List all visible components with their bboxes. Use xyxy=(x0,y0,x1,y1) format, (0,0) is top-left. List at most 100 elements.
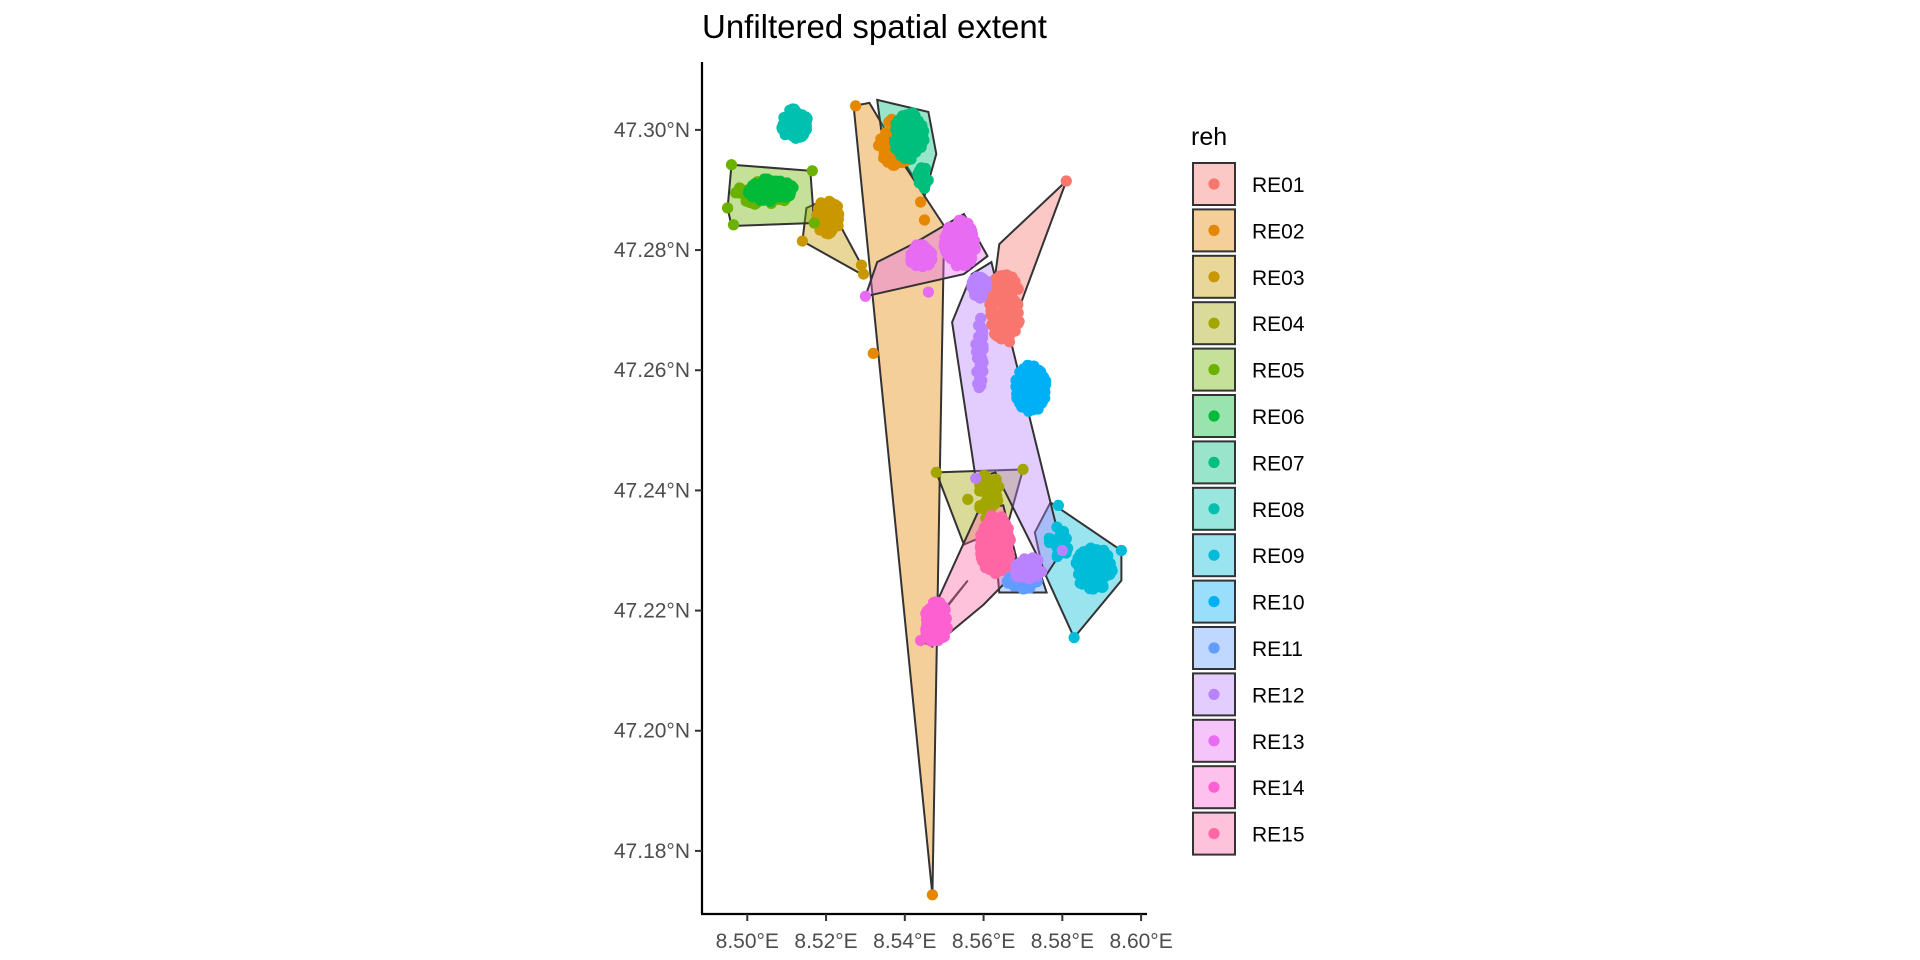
data-point xyxy=(1014,397,1026,409)
data-point xyxy=(919,162,932,175)
data-point xyxy=(1104,557,1116,570)
data-point xyxy=(923,627,935,639)
legend-label: RE15 xyxy=(1252,824,1305,847)
points-re09 xyxy=(1043,499,1127,644)
points-re10 xyxy=(1010,359,1052,417)
y-tick-label: 47.22°N xyxy=(614,600,690,623)
data-point xyxy=(1047,534,1059,546)
data-point xyxy=(914,253,926,265)
x-tick-label: 8.60°E xyxy=(1109,930,1172,953)
legend-item-re08: RE08 xyxy=(1192,486,1305,531)
data-point xyxy=(910,239,923,251)
legend-item-re02: RE02 xyxy=(1192,208,1305,253)
data-point xyxy=(760,174,772,186)
data-point xyxy=(935,603,947,615)
data-point xyxy=(978,503,990,515)
legend-title: reh xyxy=(1191,123,1227,151)
x-tick-label: 8.58°E xyxy=(1031,930,1094,953)
data-point xyxy=(922,175,934,187)
data-point xyxy=(930,466,942,478)
hull-re02 xyxy=(852,101,946,895)
data-point xyxy=(982,492,994,504)
data-point xyxy=(1060,175,1072,187)
legend-key-point xyxy=(1208,178,1220,190)
data-point xyxy=(987,552,1000,564)
legend-item-re05: RE05 xyxy=(1192,347,1305,392)
data-point xyxy=(986,510,998,522)
data-point xyxy=(965,242,977,254)
legend-label: RE07 xyxy=(1252,452,1305,475)
data-point xyxy=(964,227,976,239)
data-point xyxy=(954,222,966,234)
y-tick-label: 47.26°N xyxy=(614,359,690,382)
data-point xyxy=(994,533,1006,545)
y-tick-label: 47.18°N xyxy=(614,840,690,863)
legend-key-point xyxy=(1208,317,1220,329)
data-point xyxy=(1016,571,1028,583)
data-point xyxy=(970,472,982,484)
data-point xyxy=(915,196,927,208)
axes: 8.50°E 8.52°E 8.54°E 8.56°E 8.58°E 8.60°E 47.1… xyxy=(614,62,1173,953)
points-re03 xyxy=(796,195,870,280)
data-point xyxy=(776,122,788,134)
legend-key-point xyxy=(1208,224,1220,236)
data-point xyxy=(918,214,931,226)
chart-title: Unfiltered spatial extent xyxy=(702,8,1047,45)
data-point xyxy=(923,609,935,621)
legend-label: RE11 xyxy=(1252,638,1303,661)
legend-label: RE12 xyxy=(1252,684,1305,707)
data-point xyxy=(1035,368,1047,380)
legend-label: RE09 xyxy=(1252,545,1305,568)
data-point xyxy=(976,361,988,374)
data-point xyxy=(974,373,986,385)
data-point xyxy=(987,540,999,552)
data-point xyxy=(900,109,912,121)
legend-item-re14: RE14 xyxy=(1192,765,1305,810)
data-point xyxy=(993,481,1005,493)
legend-key-point xyxy=(1208,828,1220,840)
legend: reh RE01 RE02 RE03 RE04 RE05 RE06 RE07 RE08 RE09… xyxy=(1191,123,1305,856)
data-point xyxy=(727,219,740,231)
data-point xyxy=(855,259,868,271)
legend-item-re13: RE13 xyxy=(1192,718,1305,763)
y-tick-label: 47.24°N xyxy=(614,479,690,502)
data-point xyxy=(1007,283,1019,295)
data-point xyxy=(808,217,820,229)
legend-key-point xyxy=(1208,781,1220,793)
legend-key-point xyxy=(1208,503,1220,515)
legend-item-re07: RE07 xyxy=(1192,440,1305,485)
data-point xyxy=(975,539,987,551)
data-point xyxy=(829,199,841,211)
data-point xyxy=(1080,551,1092,563)
data-point xyxy=(780,185,792,197)
data-point xyxy=(977,286,989,298)
data-point xyxy=(908,126,920,138)
data-point xyxy=(999,561,1011,573)
data-point xyxy=(1031,569,1043,581)
data-point xyxy=(998,542,1010,554)
data-point xyxy=(901,136,913,148)
points-re14 xyxy=(915,596,953,647)
plot-panel xyxy=(722,98,1127,901)
points-re08 xyxy=(776,103,813,144)
data-point xyxy=(786,126,798,138)
legend-key-point xyxy=(1208,688,1220,701)
data-point xyxy=(913,140,925,152)
points-re07 xyxy=(889,107,934,194)
legend-label: RE05 xyxy=(1252,360,1305,383)
data-point xyxy=(915,635,927,647)
data-point xyxy=(992,316,1004,328)
data-point xyxy=(958,256,971,268)
legend-key-point xyxy=(1208,642,1220,654)
data-point xyxy=(1052,499,1064,511)
points-re06 xyxy=(742,173,799,207)
data-point xyxy=(977,343,989,355)
y-tick-label: 47.20°N xyxy=(614,720,690,743)
data-point xyxy=(987,500,999,512)
legend-label: RE14 xyxy=(1252,777,1305,800)
data-point xyxy=(1009,295,1021,307)
data-point xyxy=(922,286,935,298)
data-point xyxy=(962,493,974,505)
data-point xyxy=(1002,302,1014,314)
